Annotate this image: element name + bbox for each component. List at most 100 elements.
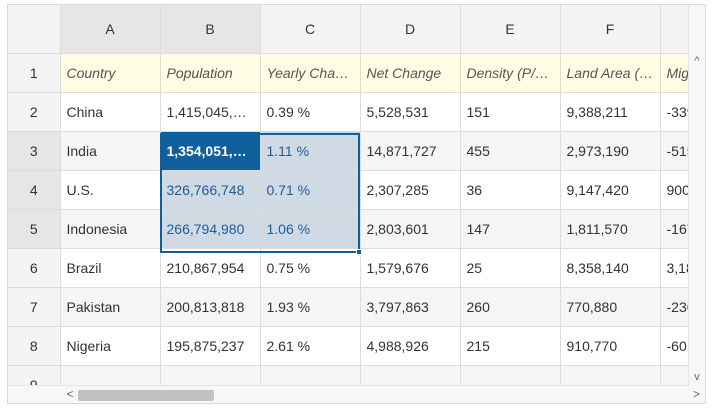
table-cell[interactable]: -167	[660, 209, 689, 249]
table-header-cell[interactable]: Country	[60, 53, 161, 93]
table-cell[interactable]: China	[60, 92, 161, 132]
table-cell[interactable]: 770,880	[560, 287, 661, 327]
table-row: 3 India 1,354,051,854 1.11 % 14,871,727 455 2,…	[8, 131, 689, 171]
table-cell[interactable]: 2,307,285	[360, 170, 461, 210]
table-cell[interactable]: Pakistan	[60, 287, 161, 327]
active-cell[interactable]: 1,354,051,854	[160, 131, 261, 171]
table-row: 2 China 1,415,045,928 0.39 % 5,528,531 151 9,3…	[8, 92, 689, 132]
table-row: 5 Indonesia 266,794,980 1.06 % 2,803,601 147 1…	[8, 209, 689, 249]
column-header[interactable]	[660, 5, 689, 54]
table-cell[interactable]: 9,147,420	[560, 170, 661, 210]
table-cell[interactable]: 1.06 %	[260, 209, 361, 249]
table-cell[interactable]	[160, 365, 261, 385]
table-cell[interactable]: Brazil	[60, 248, 161, 288]
column-header[interactable]: F	[560, 5, 661, 54]
row-header[interactable]: 6	[8, 248, 61, 288]
table-cell[interactable]: 910,770	[560, 326, 661, 366]
table-cell[interactable]	[660, 365, 689, 385]
table-cell[interactable]: 36	[460, 170, 561, 210]
row-header[interactable]: 1	[8, 53, 61, 93]
table-row: 7 Pakistan 200,813,818 1.93 % 3,797,863 260 77…	[8, 287, 689, 327]
table-cell[interactable]: 1.93 %	[260, 287, 361, 327]
table-cell[interactable]: 455	[460, 131, 561, 171]
table-cell[interactable]: 14,871,727	[360, 131, 461, 171]
table-cell[interactable]: 260	[460, 287, 561, 327]
table-cell[interactable]: 1,415,045,928	[160, 92, 261, 132]
scroll-right-arrow-icon[interactable]: >	[688, 385, 705, 403]
table-header-cell[interactable]: Net Change	[360, 53, 461, 93]
table-cell[interactable]: 1,811,570	[560, 209, 661, 249]
table-cell[interactable]: 2.61 %	[260, 326, 361, 366]
table-cell[interactable]: 3,797,863	[360, 287, 461, 327]
table-cell[interactable]: 0.71 %	[260, 170, 361, 210]
table-cell[interactable]: -236	[660, 287, 689, 327]
row-header[interactable]: 4	[8, 170, 61, 210]
scroll-up-arrow-icon[interactable]: ^	[694, 55, 700, 67]
table-cell[interactable]	[260, 365, 361, 385]
table-cell[interactable]: 9,388,211	[560, 92, 661, 132]
table-cell[interactable]: 0.75 %	[260, 248, 361, 288]
table-cell[interactable]: 195,875,237	[160, 326, 261, 366]
column-header[interactable]: E	[460, 5, 561, 54]
table-cell[interactable]: 900,	[660, 170, 689, 210]
row-header[interactable]: 8	[8, 326, 61, 366]
table-cell[interactable]: Indonesia	[60, 209, 161, 249]
table-cell[interactable]: 147	[460, 209, 561, 249]
table-cell[interactable]: 210,867,954	[160, 248, 261, 288]
table-cell[interactable]: 2,803,601	[360, 209, 461, 249]
scroll-down-arrow-icon[interactable]: v	[694, 371, 700, 383]
row-header[interactable]: 3	[8, 131, 61, 171]
table-cell[interactable]: 200,813,818	[160, 287, 261, 327]
table-cell[interactable]: 2,973,190	[560, 131, 661, 171]
table-cell[interactable]: -515	[660, 131, 689, 171]
table-row: 8 Nigeria 195,875,237 2.61 % 4,988,926 215 910…	[8, 326, 689, 366]
table-cell[interactable]: 266,794,980	[160, 209, 261, 249]
row-header[interactable]: 9	[8, 365, 61, 385]
table-cell[interactable]: 0.39 %	[260, 92, 361, 132]
table-cell[interactable]: -60,	[660, 326, 689, 366]
table-cell[interactable]: 25	[460, 248, 561, 288]
table-cell[interactable]	[560, 365, 661, 385]
sheet-table: A B C D E F 1 Country Population Yearly Chan… Net …	[8, 5, 689, 385]
table-cell[interactable]: U.S.	[60, 170, 161, 210]
table-cell[interactable]: 215	[460, 326, 561, 366]
scroll-left-arrow-icon[interactable]: <	[66, 387, 74, 401]
table-row: 9	[8, 365, 689, 385]
table-cell[interactable]: 5,528,531	[360, 92, 461, 132]
table-cell[interactable]: 3,18	[660, 248, 689, 288]
table-cell[interactable]: 4,988,926	[360, 326, 461, 366]
table-cell[interactable]: 151	[460, 92, 561, 132]
horizontal-scrollbar[interactable]: <	[8, 385, 689, 403]
table-cell[interactable]: 1,579,676	[360, 248, 461, 288]
column-header[interactable]: B	[160, 5, 261, 54]
scroll-right-arrow-label: >	[692, 387, 700, 401]
grid-viewport: A B C D E F 1 Country Population Yearly Chan… Net …	[8, 5, 689, 385]
table-header-cell[interactable]: Density (P/…	[460, 53, 561, 93]
table-cell[interactable]	[60, 365, 161, 385]
table-cell[interactable]: 1.11 %	[260, 131, 361, 171]
table-header-cell[interactable]: Population	[160, 53, 261, 93]
row-header[interactable]: 7	[8, 287, 61, 327]
row-header[interactable]: 2	[8, 92, 61, 132]
table-cell[interactable]	[460, 365, 561, 385]
table-cell[interactable]: India	[60, 131, 161, 171]
table-header-cell[interactable]: Yearly Chan…	[260, 53, 361, 93]
table-cell[interactable]: -339	[660, 92, 689, 132]
horizontal-scroll-thumb[interactable]	[78, 390, 214, 401]
select-all-corner[interactable]	[8, 5, 61, 54]
column-header[interactable]: D	[360, 5, 461, 54]
vertical-scrollbar[interactable]: ^ v	[688, 5, 705, 385]
fill-handle[interactable]	[356, 249, 362, 255]
table-row: 6 Brazil 210,867,954 0.75 % 1,579,676 25 8,358…	[8, 248, 689, 288]
column-header[interactable]: C	[260, 5, 361, 54]
table-row: 4 U.S. 326,766,748 0.71 % 2,307,285 36 9,147,4…	[8, 170, 689, 210]
row-header[interactable]: 5	[8, 209, 61, 249]
table-cell[interactable]: 326,766,748	[160, 170, 261, 210]
table-header-cell[interactable]: Mig	[660, 53, 689, 93]
table-cell[interactable]: Nigeria	[60, 326, 161, 366]
spreadsheet-grid: A B C D E F 1 Country Population Yearly Chan… Net …	[7, 4, 706, 404]
column-header[interactable]: A	[60, 5, 161, 54]
table-header-cell[interactable]: Land Area (…	[560, 53, 661, 93]
table-cell[interactable]	[360, 365, 461, 385]
table-cell[interactable]: 8,358,140	[560, 248, 661, 288]
